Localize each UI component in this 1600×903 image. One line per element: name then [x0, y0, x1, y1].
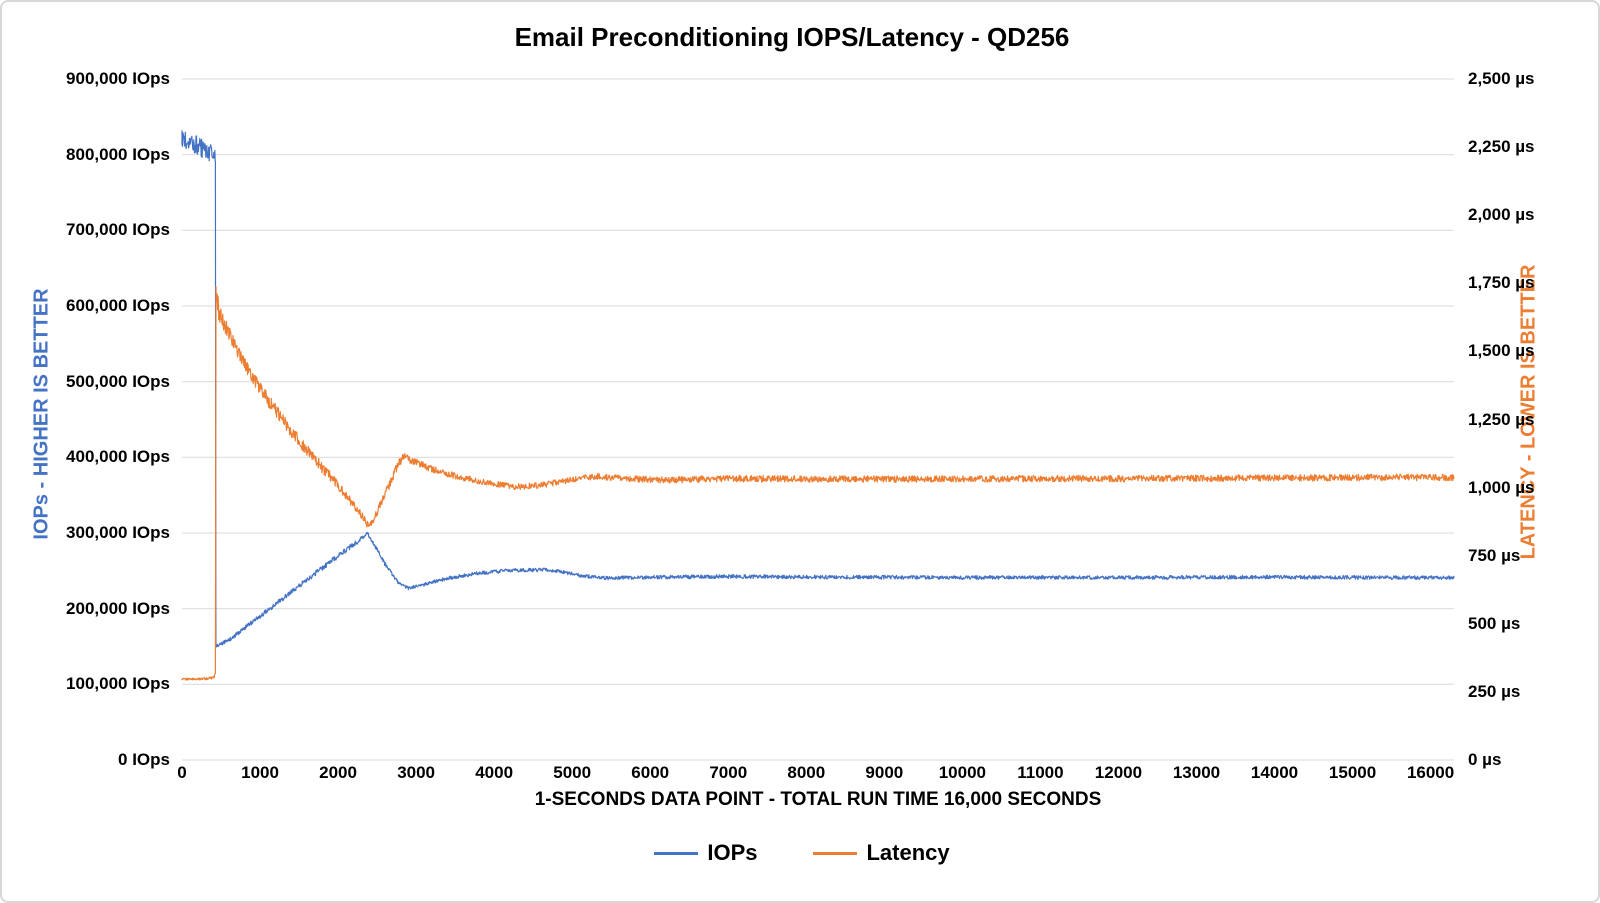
left-axis-tick-label: 0 IOps — [118, 750, 170, 769]
legend-item-latency: Latency — [813, 840, 950, 865]
left-axis-tick-label: 800,000 IOps — [66, 144, 170, 164]
x-axis-tick-label: 10000 — [938, 763, 986, 782]
legend-label: Latency — [866, 840, 950, 865]
right-axis-tick-label: 750 µs — [1468, 545, 1521, 565]
right-axis-tick-label: 500 µs — [1468, 613, 1521, 633]
left-axis-tick-label: 900,000 IOps — [66, 69, 170, 88]
x-axis-tick-label: 11000 — [1017, 763, 1064, 782]
left-axis-tick-label: 500,000 IOps — [66, 371, 170, 391]
x-axis-tick-label: 5000 — [553, 763, 592, 782]
x-axis-title: 1-SECONDS DATA POINT - TOTAL RUN TIME 16… — [534, 789, 1102, 810]
legend-swatch-iops — [654, 851, 699, 855]
left-axis-tick-label: 300,000 IOps — [66, 523, 170, 542]
right-axis-tick-label: 1,000 µs — [1468, 477, 1535, 497]
right-axis-tick-label: 2,250 µs — [1468, 137, 1535, 157]
x-axis-tick-label: 12000 — [1094, 763, 1143, 782]
x-axis-tick-label: 9000 — [865, 763, 904, 782]
left-axis-tick-label: 200,000 IOps — [66, 598, 170, 618]
left-axis-tick-label: 700,000 IOps — [66, 220, 170, 240]
legend-swatch-latency — [813, 851, 858, 855]
x-axis-tick-label: 1000 — [241, 763, 279, 782]
x-axis-tick-label: 7000 — [709, 763, 748, 782]
x-axis-tick-label: 8000 — [787, 763, 826, 782]
chart-title: Email Preconditioning IOPS/Latency - QD2… — [514, 22, 1070, 52]
x-axis-tick-label: 4000 — [475, 763, 514, 782]
right-axis-tick-label: 2,500 µs — [1468, 69, 1535, 88]
left-axis-tick-label: 400,000 IOps — [66, 447, 170, 467]
right-axis-tick-label: 1,750 µs — [1468, 273, 1535, 293]
left-axis-tick-label: 600,000 IOps — [66, 296, 170, 315]
x-axis-tick-label: 2000 — [319, 763, 357, 782]
legend-label: IOPs — [707, 840, 758, 865]
legend-item-iops: IOPs — [654, 842, 757, 864]
x-axis-tick-label: 15000 — [1328, 763, 1377, 782]
x-axis-tick-label: 13000 — [1172, 763, 1221, 782]
right-axis-tick-label: 0 µs — [1468, 750, 1502, 769]
right-axis-tick-label: 250 µs — [1468, 681, 1521, 701]
left-axis-tick-label: 100,000 IOps — [66, 674, 170, 694]
legend: IOPs Latency — [2, 840, 1598, 865]
iops-line — [181, 130, 1455, 648]
x-axis-tick-label: 16000 — [1406, 763, 1455, 782]
right-axis-tick-label: 1,250 µs — [1468, 409, 1535, 429]
x-axis-tick-label: 6000 — [631, 763, 670, 782]
x-axis-tick-label: 14000 — [1250, 763, 1299, 782]
x-axis-tick-label: 3000 — [397, 763, 436, 782]
latency-line — [181, 286, 1455, 681]
right-axis-tick-label: 1,500 µs — [1468, 341, 1535, 361]
right-axis-tick-label: 2,000 µs — [1468, 205, 1535, 225]
x-axis-tick-label: 0 — [177, 763, 187, 782]
